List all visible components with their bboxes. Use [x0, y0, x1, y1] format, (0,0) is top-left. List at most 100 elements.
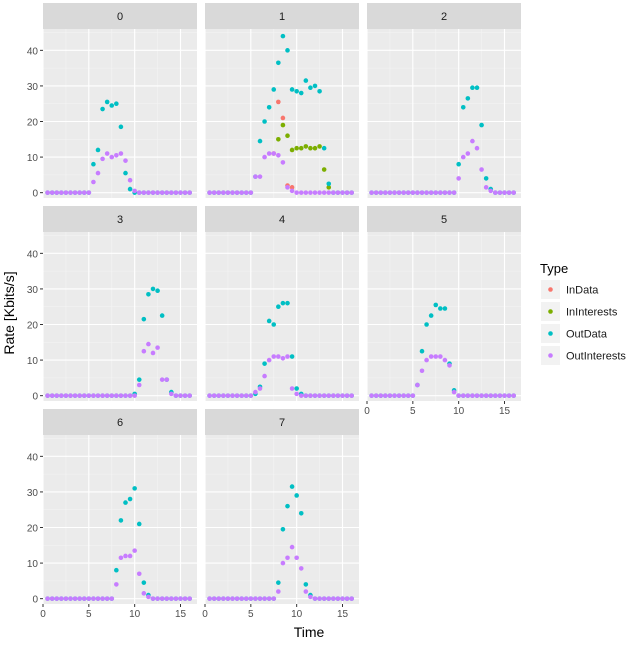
x-tick-label: 0 [40, 609, 46, 620]
data-point-outinterests [178, 190, 183, 195]
data-point-outinterests [447, 190, 452, 195]
data-point-outinterests [280, 160, 286, 165]
data-point-outinterests [488, 188, 494, 194]
data-point-outinterests [344, 190, 350, 195]
data-point-outinterests [207, 596, 212, 601]
data-point-outinterests [262, 373, 267, 379]
y-tick-label: 20 [27, 321, 39, 332]
data-point-indata [276, 99, 281, 105]
facet-strip [205, 206, 359, 232]
data-point-outinterests [262, 154, 267, 160]
facet-panel-0: 0 0 10 20 30 40 [27, 3, 197, 200]
data-point-outdata [280, 300, 286, 306]
data-point-outinterests [91, 393, 96, 398]
data-point-outinterests [378, 393, 384, 398]
data-point-outdata [276, 580, 281, 585]
data-point-outinterests [150, 596, 156, 601]
data-point-outdata [428, 313, 434, 318]
data-point-outinterests [207, 393, 212, 398]
data-point-outinterests [456, 176, 461, 181]
data-point-outinterests [308, 393, 313, 398]
data-point-outinterests [132, 188, 137, 194]
data-point-outinterests [150, 350, 156, 356]
data-point-outinterests [401, 190, 406, 195]
data-point-outinterests [91, 179, 96, 185]
data-point-outinterests [410, 393, 416, 398]
data-point-outdata [460, 104, 466, 110]
data-point-outinterests [340, 190, 345, 195]
data-point-outinterests [298, 393, 304, 398]
data-point-outinterests [294, 391, 299, 397]
data-point-outdata [91, 161, 96, 167]
data-point-outdata [266, 318, 272, 324]
facet-strip [205, 409, 359, 435]
data-point-outinterests [493, 393, 498, 398]
data-point-outdata [271, 322, 277, 327]
data-point-outinterests [257, 386, 263, 391]
data-point-outdata [262, 361, 267, 366]
data-point-outdata [312, 83, 318, 89]
data-point-outdata [141, 580, 147, 585]
data-point-outinterests [225, 596, 231, 601]
data-point-outinterests [321, 596, 327, 601]
data-point-outinterests [349, 393, 354, 398]
facet-strip-label: 0 [117, 11, 123, 23]
data-point-outdata [118, 124, 124, 130]
data-point-outinterests [451, 190, 457, 195]
facet-panel-2: 2 [366, 3, 521, 198]
data-point-outinterests [182, 596, 188, 601]
data-point-outdata [257, 138, 263, 144]
data-point-outinterests [479, 393, 484, 398]
legend-label: InData [566, 285, 599, 297]
data-point-outinterests [465, 393, 471, 398]
data-point-outinterests [127, 553, 133, 559]
data-point-outinterests [257, 596, 263, 601]
y-tick-label: 20 [27, 524, 39, 535]
data-point-outinterests [243, 190, 249, 195]
data-point-outinterests [86, 190, 92, 195]
data-point-outdata [285, 503, 290, 509]
data-point-outinterests [405, 393, 411, 398]
data-point-outinterests [59, 190, 64, 195]
data-point-outinterests [285, 185, 290, 190]
data-point-outinterests [234, 393, 240, 398]
data-point-outinterests [253, 596, 258, 601]
data-point-outinterests [289, 544, 295, 550]
data-point-outinterests [239, 393, 244, 398]
data-point-outdata [483, 176, 489, 181]
data-point-outinterests [303, 589, 309, 594]
data-point-outinterests [349, 596, 354, 601]
y-tick-label: 30 [27, 82, 39, 93]
data-point-ininterests [280, 122, 286, 128]
data-point-outdata [132, 486, 137, 491]
data-point-outinterests [141, 591, 147, 596]
x-tick-label: 0 [364, 406, 370, 417]
data-point-outinterests [45, 393, 50, 398]
data-point-outinterests [331, 393, 336, 398]
data-point-outinterests [216, 393, 222, 398]
data-point-outinterests [506, 393, 512, 398]
data-point-outdata [159, 313, 165, 318]
data-point-outinterests [326, 190, 332, 195]
data-point-outinterests [100, 596, 105, 601]
data-point-outdata [136, 521, 142, 527]
data-point-outinterests [335, 596, 341, 601]
data-point-outinterests [511, 393, 516, 398]
x-tick-label: 5 [86, 609, 92, 620]
facet-strip [43, 3, 197, 29]
data-point-outinterests [211, 596, 217, 601]
data-point-outinterests [54, 190, 60, 195]
data-point-outdata [470, 85, 475, 91]
data-point-outinterests [248, 190, 254, 195]
data-point-outinterests [474, 393, 480, 398]
data-point-outinterests [178, 596, 183, 601]
data-point-outinterests [159, 596, 165, 601]
data-point-outinterests [511, 190, 516, 195]
data-point-outdata [271, 87, 277, 92]
data-point-outdata [298, 510, 304, 516]
panel-background [205, 232, 359, 401]
data-point-outinterests [433, 190, 439, 195]
data-point-outinterests [155, 190, 160, 195]
data-point-outinterests [45, 190, 50, 195]
data-point-outinterests [303, 393, 309, 398]
